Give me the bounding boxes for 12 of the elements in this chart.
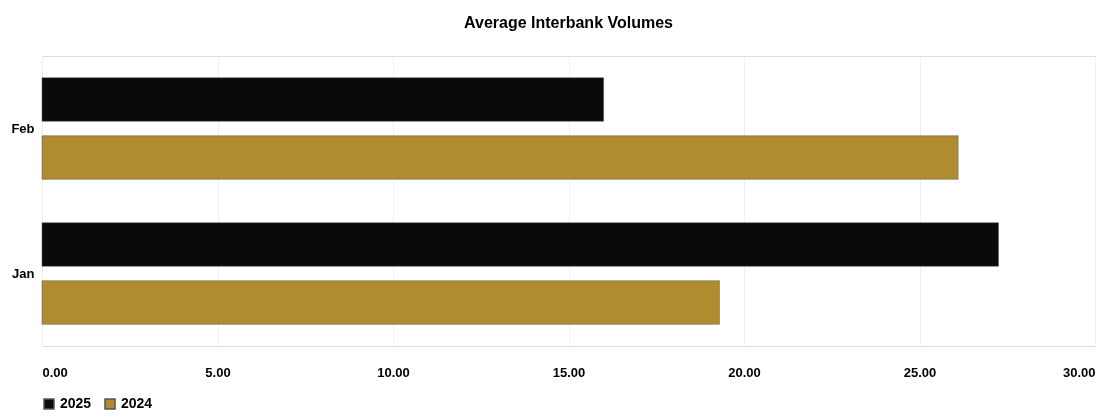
x-tick-label: 30.00 [1062,364,1096,380]
x-tick-label: 10.00 [377,364,410,380]
x-tick-label: 15.00 [552,364,586,380]
y-tick-label: Jan [12,265,35,281]
legend-label: 2025 [60,395,92,411]
legend-label: 2024 [121,395,153,411]
x-tick-label: 25.00 [903,364,937,380]
x-tick-label: 5.00 [205,364,231,380]
y-tick-label: Feb [11,120,35,136]
x-tick-label: 20.00 [728,364,761,380]
x-tick-label: 0.00 [42,364,68,380]
chart-title: Average Interbank Volumes [464,14,674,31]
